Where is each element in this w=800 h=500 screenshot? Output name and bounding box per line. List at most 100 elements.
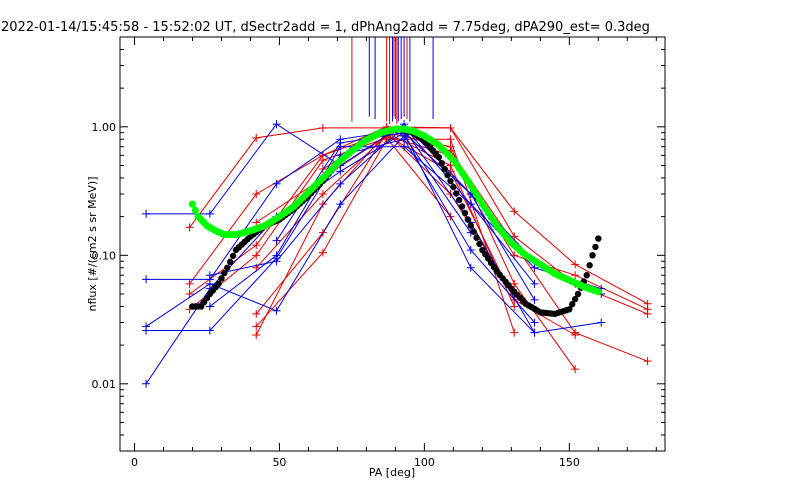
plus-marker [142,379,151,388]
axis-ticks [120,36,665,452]
black-curve-dot [470,228,477,235]
plus-marker [571,271,580,280]
green-curve-dot [188,200,197,208]
plus-marker [530,328,539,337]
plus-marker [643,305,652,314]
plus-marker [336,200,345,209]
black-curve-dot [595,235,602,242]
plus-marker [571,260,580,269]
plus-marker [252,330,261,339]
black-curve-dot [453,190,460,197]
plus-marker [466,200,475,209]
black-curve-dot [464,216,472,223]
black-curve-dot [571,295,579,303]
black-curve-dot [224,264,231,271]
black-curve-dot [229,252,237,260]
plus-marker [205,209,214,218]
plus-marker [318,248,327,257]
plus-marker [252,190,261,199]
plus-marker [205,271,214,280]
plus-marker [510,328,519,337]
plus-marker [643,357,652,366]
plus-marker [252,309,261,318]
black-curve-dot [438,159,445,167]
plus-marker [252,218,261,227]
x-tick-label: 100 [414,456,435,469]
plus-marker [318,123,327,132]
black-curve-dot [226,258,234,266]
plus-marker [252,133,261,142]
plus-marker [446,135,455,144]
plus-marker [272,306,281,315]
plus-marker [466,263,475,272]
black-curve-dot [569,301,576,308]
black-curve-dot [444,171,451,179]
tick-labels: 0 50 100 150 0.01 0.10 1.00 [92,121,580,469]
plus-marker [142,275,151,284]
series-line [189,137,451,310]
plus-marker [336,179,345,188]
plus-marker [252,251,261,260]
plus-marker [336,142,345,151]
series-line [255,132,576,370]
y-tick-label: 0.10 [92,249,117,262]
plus-marker [272,251,281,260]
vertical-tick-marks [351,37,434,125]
plus-marker [318,190,327,199]
plus-marker [185,279,194,288]
black-curve-dot [458,203,466,210]
plus-marker [142,209,151,218]
plus-marker [510,279,519,288]
black-curve-dot [589,252,596,259]
plus-marker [185,223,194,232]
black-curve-dot [447,177,454,185]
plus-marker [571,330,580,339]
plus-marker [336,167,345,176]
plus-marker [510,207,519,216]
y-axis-label: nflux [#/(cm2 s sr MeV)] [86,177,99,312]
x-tick-label: 0 [131,456,138,469]
black-curve-dot [441,165,448,173]
black-curve-dot [583,272,590,279]
series-line [146,123,602,295]
series-line [189,132,515,295]
plus-marker [530,295,539,304]
chart-title: 2022-01-14/15:45:58 - 15:52:02 UT, dSect… [1,20,650,35]
plus-marker [205,279,214,288]
black-curve-dot [435,154,443,161]
black-curve-dot [455,196,463,204]
y-tick-label: 0.01 [92,378,117,391]
plus-marker [272,236,281,245]
black-curve-dot [450,183,457,191]
y-tick-label: 1.00 [92,121,117,134]
plus-marker [446,123,455,132]
plus-marker [530,263,539,272]
black-curve-dot [467,222,474,229]
plus-marker [466,245,475,254]
plus-marker [205,302,214,311]
plus-marker [530,318,539,327]
black-curve-dot [473,234,480,241]
green-curve-dot [594,288,602,296]
fit-curves [188,125,602,318]
black-curve-dot [215,280,222,288]
black-curve-dot [461,209,469,217]
plus-marker [272,179,281,188]
black-curve-dot [592,243,599,251]
plus-marker [252,241,261,250]
black-curve-dot [574,290,582,298]
plus-marker [597,318,606,327]
black-curve-dot [221,269,228,277]
series-line [145,135,472,327]
plus-marker [185,289,194,298]
plus-marker [400,142,409,151]
plus-marker [272,120,281,129]
black-curve-dot [566,306,573,313]
plus-marker [530,279,539,288]
plus-marker [318,156,327,165]
x-tick-label: 50 [272,456,286,469]
black-curve-dot [476,240,483,248]
black-curve-dot [586,262,593,269]
x-tick-label: 150 [559,456,580,469]
